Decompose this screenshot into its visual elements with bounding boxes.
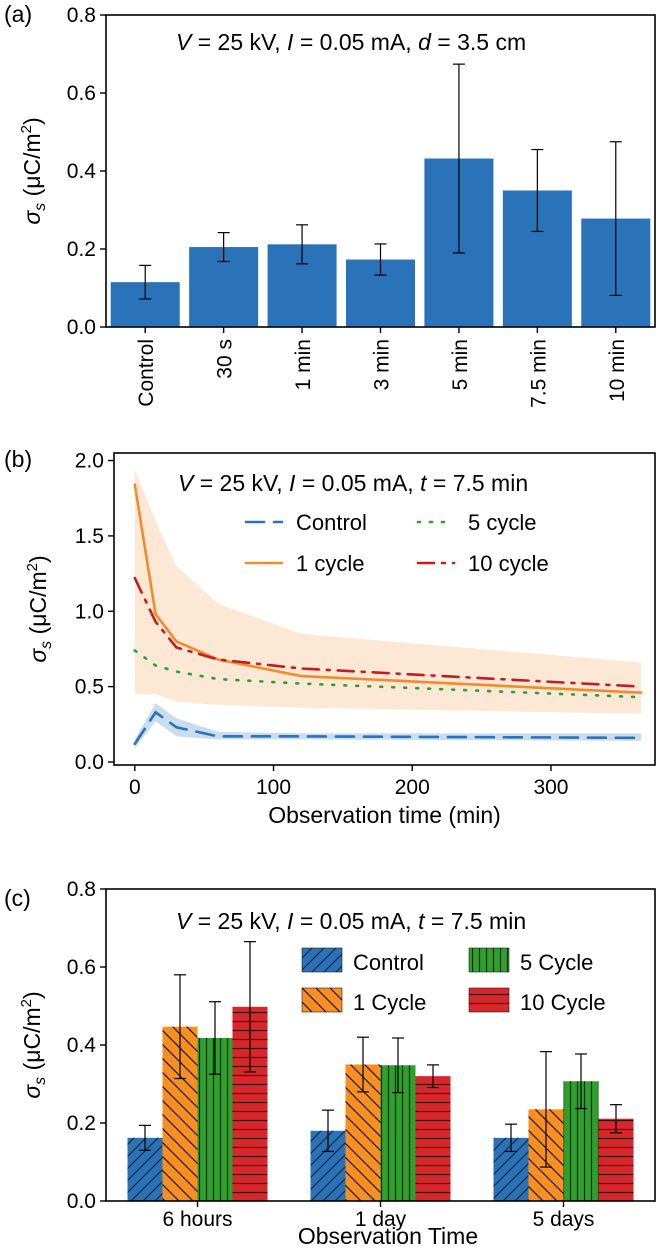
legend-swatch-hatch <box>302 948 342 972</box>
legend-label: 5 Cycle <box>520 950 593 975</box>
legend-label: Control <box>296 510 367 535</box>
x-tick-label: Control <box>135 339 158 407</box>
x-axis-label: Observation Time <box>298 1223 478 1249</box>
annotation: V = 25 kV, I = 0.05 mA, d = 3.5 cm <box>176 29 526 55</box>
panel-b: (b) 0 100 200 300 0.0 0.5 1.0 1.5 2.0 σs (μC/m2) Ob… <box>4 446 656 828</box>
legend-label: 10 cycle <box>468 551 549 576</box>
legend-label: 1 cycle <box>296 551 364 576</box>
legend-swatch-hatch <box>302 988 342 1012</box>
panel-a-y-tick-label: 0.2 <box>67 238 96 261</box>
panel-c-y-tick-label: 0.8 <box>67 878 96 901</box>
y-axis-label: σs (μC/m2) <box>18 991 49 1098</box>
legend-label: 5 cycle <box>468 510 536 535</box>
x-tick-label: 6 hours <box>162 1208 232 1231</box>
x-tick-label: 100 <box>256 776 291 799</box>
x-tick-label: 10 min <box>606 339 629 402</box>
x-tick-label: 1 min <box>292 339 315 390</box>
x-tick-label: 0 <box>129 776 141 799</box>
panel-c-y-tick-label: 0.0 <box>67 1190 96 1213</box>
panel-a-y-tick-label: 0.4 <box>67 160 97 183</box>
panel-letter-c: (c) <box>4 885 31 911</box>
legend-label: 10 Cycle <box>520 990 606 1015</box>
panel-b-y-tick-label: 1.0 <box>75 600 104 623</box>
confidence-band <box>134 469 642 714</box>
series-line <box>133 710 643 746</box>
panel-c-y-tick-label: 0.2 <box>67 1112 96 1135</box>
y-axis-label: σs (μC/m2) <box>24 555 55 662</box>
series-line <box>133 649 643 699</box>
panel-letter-b: (b) <box>4 446 32 472</box>
panel-b-y-tick-label: 0.5 <box>75 676 104 699</box>
panel-a-y-tick-label: 0.6 <box>67 82 96 105</box>
panel-c-y-tick-label: 0.4 <box>67 1034 97 1057</box>
legend-swatch-hatch <box>469 948 509 972</box>
x-tick-label: 300 <box>533 776 568 799</box>
panel-letter-a: (a) <box>4 1 32 27</box>
panel-b-y-tick-label: 0.0 <box>75 751 104 774</box>
annotation: V = 25 kV, I = 0.05 mA, t = 7.5 min <box>178 470 528 496</box>
annotation: V = 25 kV, I = 0.05 mA, t = 7.5 min <box>176 908 526 934</box>
plot-frame <box>113 452 656 766</box>
x-tick-label: 5 days <box>533 1208 595 1231</box>
bar-hatch <box>415 1076 451 1201</box>
series-line <box>133 576 643 688</box>
panel-a-y-tick-label: 0.0 <box>67 316 96 339</box>
x-tick-label: 30 s <box>214 339 237 379</box>
legend-label: Control <box>353 950 424 975</box>
x-axis-label: Observation time (min) <box>268 802 501 828</box>
x-tick-label: 1 day <box>355 1208 407 1231</box>
panel-c: (c) 6 hours 1 day 5 days 0.0 0.2 0.4 0.6 0.8 σs (… <box>4 878 656 1249</box>
x-tick-label: 5 min <box>449 339 472 390</box>
panel-a-y-tick-label: 0.8 <box>67 4 96 27</box>
legend-swatch-hatch <box>469 988 509 1012</box>
panel-b-y-tick-label: 1.5 <box>75 525 104 548</box>
x-tick-label: 200 <box>395 776 430 799</box>
panel-a: (a) Control 30 s 1 min 3 min 5 min 7.5 min 10 m… <box>4 1 656 408</box>
x-tick-label: 7.5 min <box>527 339 550 408</box>
x-tick-label: 3 min <box>371 339 394 390</box>
legend-label: 1 Cycle <box>353 990 426 1015</box>
panel-c-y-tick-label: 0.6 <box>67 956 96 979</box>
series-line <box>133 483 643 694</box>
panel-b-y-tick-label: 2.0 <box>75 450 104 473</box>
y-axis-label: σs (μC/m2) <box>18 117 49 224</box>
